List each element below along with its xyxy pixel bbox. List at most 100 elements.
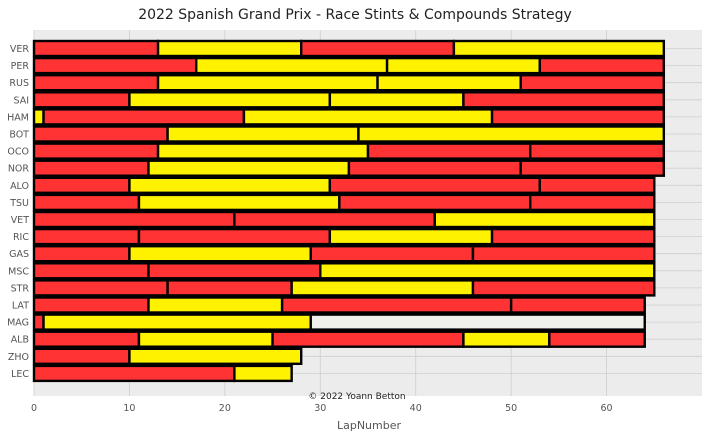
stint-bar-sai-1 xyxy=(32,91,131,109)
stint-bar-nor-1 xyxy=(32,159,150,177)
driver-label-per: PER xyxy=(11,61,30,72)
stint-bar-alb-1 xyxy=(32,330,141,348)
stint-bar-ric-3 xyxy=(328,227,494,246)
driver-label-lec: LEC xyxy=(11,369,29,380)
driver-label-zho: ZHO xyxy=(8,352,29,363)
stint-bar-sai-4 xyxy=(462,91,666,109)
stint-bar-alo-1 xyxy=(32,176,131,195)
driver-label-str: STR xyxy=(11,283,30,294)
stint-bar-gas-1 xyxy=(32,244,131,263)
driver-label-ric: RIC xyxy=(13,232,29,243)
stint-bar-nor-3 xyxy=(347,159,522,177)
stint-bar-per-3 xyxy=(385,56,541,75)
credit-annotation: © 2022 Yoann Betton xyxy=(308,392,405,402)
stint-bar-ver-4 xyxy=(452,39,666,58)
stint-bar-alb-5 xyxy=(548,330,646,348)
stint-bar-ver-1 xyxy=(32,39,160,58)
stint-bar-ric-1 xyxy=(32,227,141,246)
stint-bar-ric-4 xyxy=(490,227,656,246)
stint-bar-str-3 xyxy=(290,279,475,297)
stint-bar-tsu-4 xyxy=(529,193,656,212)
x-tick-label: 20 xyxy=(219,403,231,414)
stint-bar-tsu-1 xyxy=(32,193,141,212)
stint-bar-alb-2 xyxy=(137,330,274,348)
stint-bar-zho-1 xyxy=(32,347,131,365)
driver-label-nor: NOR xyxy=(8,164,30,175)
driver-label-ver: VER xyxy=(10,44,30,55)
x-axis-label: LapNumber xyxy=(337,419,402,432)
stint-bar-nor-2 xyxy=(147,159,351,177)
stint-bar-tsu-2 xyxy=(137,193,341,212)
stint-bar-gas-2 xyxy=(128,244,312,263)
stint-bar-bot-3 xyxy=(357,125,666,143)
stint-bar-str-4 xyxy=(471,279,656,297)
stint-bar-ver-3 xyxy=(300,39,456,58)
stint-bar-ham-2 xyxy=(42,108,246,126)
stint-bar-per-2 xyxy=(195,56,389,75)
stint-bar-alo-2 xyxy=(128,176,332,195)
stint-bar-msc-3 xyxy=(319,262,656,280)
stint-bar-per-4 xyxy=(538,56,666,75)
stint-bar-rus-3 xyxy=(376,73,522,92)
stint-bar-gas-3 xyxy=(309,244,475,263)
stint-bar-bot-2 xyxy=(166,125,360,143)
stint-bar-rus-2 xyxy=(156,73,379,92)
stint-bar-ham-3 xyxy=(242,108,494,126)
stint-bar-str-2 xyxy=(166,279,293,297)
driver-label-tsu: TSU xyxy=(9,198,29,209)
stint-bar-nor-4 xyxy=(519,159,666,177)
x-tick-label: 60 xyxy=(601,403,613,414)
driver-label-alb: ALB xyxy=(11,335,29,346)
driver-label-ham: HAM xyxy=(7,112,29,123)
driver-label-bot: BOT xyxy=(9,130,29,141)
stint-bar-per-1 xyxy=(32,56,198,75)
driver-label-gas: GAS xyxy=(9,249,29,260)
y-axis-ticks: VER PER RUS SAI HAM BOT OCO NOR ALO TSU VET RIC GAS M… xyxy=(7,44,29,380)
stint-bar-mag-1 xyxy=(32,313,45,331)
stint-bar-sai-3 xyxy=(328,91,465,109)
stint-bar-oco-4 xyxy=(529,142,666,160)
x-tick-label: 0 xyxy=(31,403,37,414)
stint-bar-alb-3 xyxy=(271,330,465,348)
stint-bar-msc-2 xyxy=(147,262,322,280)
stint-bar-lat-3 xyxy=(280,296,513,314)
stint-bar-ric-2 xyxy=(137,227,332,246)
stint-bar-lat-1 xyxy=(32,296,150,314)
stint-bar-oco-2 xyxy=(156,142,370,160)
driver-label-msc: MSC xyxy=(8,266,29,277)
driver-label-mag: MAG xyxy=(7,318,29,329)
stint-bars xyxy=(32,39,666,383)
stint-bar-oco-1 xyxy=(32,142,160,160)
x-tick-label: 30 xyxy=(314,403,326,414)
stint-bar-mag-2 xyxy=(42,313,312,331)
stint-bar-alb-4 xyxy=(462,330,551,348)
stint-bar-lat-4 xyxy=(509,296,646,314)
stint-bar-msc-1 xyxy=(32,262,150,280)
x-tick-label: 50 xyxy=(505,403,517,414)
stint-bar-tsu-3 xyxy=(338,193,532,212)
stint-bar-sai-2 xyxy=(128,91,332,109)
stint-bar-alo-4 xyxy=(538,176,656,195)
x-axis-ticks: 0 10 20 30 40 50 60 xyxy=(31,403,613,414)
stint-bar-rus-4 xyxy=(519,73,666,92)
stint-bar-vet-3 xyxy=(433,210,656,229)
stint-bar-gas-4 xyxy=(471,244,656,263)
stint-bar-zho-2 xyxy=(128,347,303,365)
x-tick-label: 10 xyxy=(123,403,135,414)
stint-bar-str-1 xyxy=(32,279,169,297)
stint-bar-oco-3 xyxy=(366,142,532,160)
stint-bar-lat-2 xyxy=(147,296,284,314)
stint-bar-lec-2 xyxy=(233,364,293,383)
driver-label-sai: SAI xyxy=(13,95,29,106)
stint-bar-mag-3 xyxy=(309,313,646,331)
driver-label-alo: ALO xyxy=(10,181,29,192)
stint-bar-alo-3 xyxy=(328,176,541,195)
stint-bar-rus-1 xyxy=(32,73,160,92)
driver-label-vet: VET xyxy=(11,215,30,226)
stint-bar-bot-1 xyxy=(32,125,169,143)
chart-title: 2022 Spanish Grand Prix - Race Stints & … xyxy=(138,7,572,23)
stint-bar-vet-2 xyxy=(233,210,436,229)
stint-bar-lec-1 xyxy=(32,364,236,383)
